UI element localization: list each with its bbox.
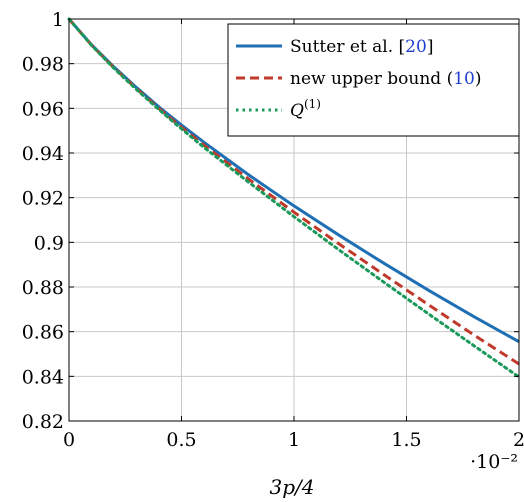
legend-label: Q(1) xyxy=(290,97,321,121)
legend: Sutter et al. [20] new upper bound (10) Q(… xyxy=(227,23,520,137)
y-tick-label: 0.84 xyxy=(22,366,64,388)
y-tick-label: 0.92 xyxy=(22,188,64,210)
x-tick-label: 2 xyxy=(513,429,524,451)
y-tick-label: 1 xyxy=(52,9,64,31)
y-tick-label: 0.82 xyxy=(22,411,64,433)
x-tick-label: 0 xyxy=(63,429,75,451)
y-tick-label: 0.94 xyxy=(22,143,64,165)
x-axis-scale-label: ·10⁻² xyxy=(470,451,518,473)
y-tick-label: 0.96 xyxy=(22,98,64,120)
x-tick-label: 1 xyxy=(288,429,300,451)
legend-box xyxy=(227,23,520,137)
series-lines xyxy=(67,17,521,379)
x-tick-label: 1.5 xyxy=(391,429,421,451)
y-tick-label: 0.98 xyxy=(22,54,64,76)
series-line-3 xyxy=(67,17,521,379)
axis-ticks: 0 0.5 1 1.5 2 0.82 0.84 0.86 0.88 0.9 0.92 0.94 0.96… xyxy=(22,9,524,451)
y-tick-label: 0.88 xyxy=(22,277,64,299)
y-tick-label: 0.86 xyxy=(22,322,64,344)
legend-label: Sutter et al. [20] xyxy=(290,37,433,57)
x-tick-label: 0.5 xyxy=(166,429,196,451)
x-axis-label: 3p/4 xyxy=(270,475,315,499)
y-tick-label: 0.9 xyxy=(34,232,64,254)
legend-label: new upper bound (10) xyxy=(290,69,481,89)
